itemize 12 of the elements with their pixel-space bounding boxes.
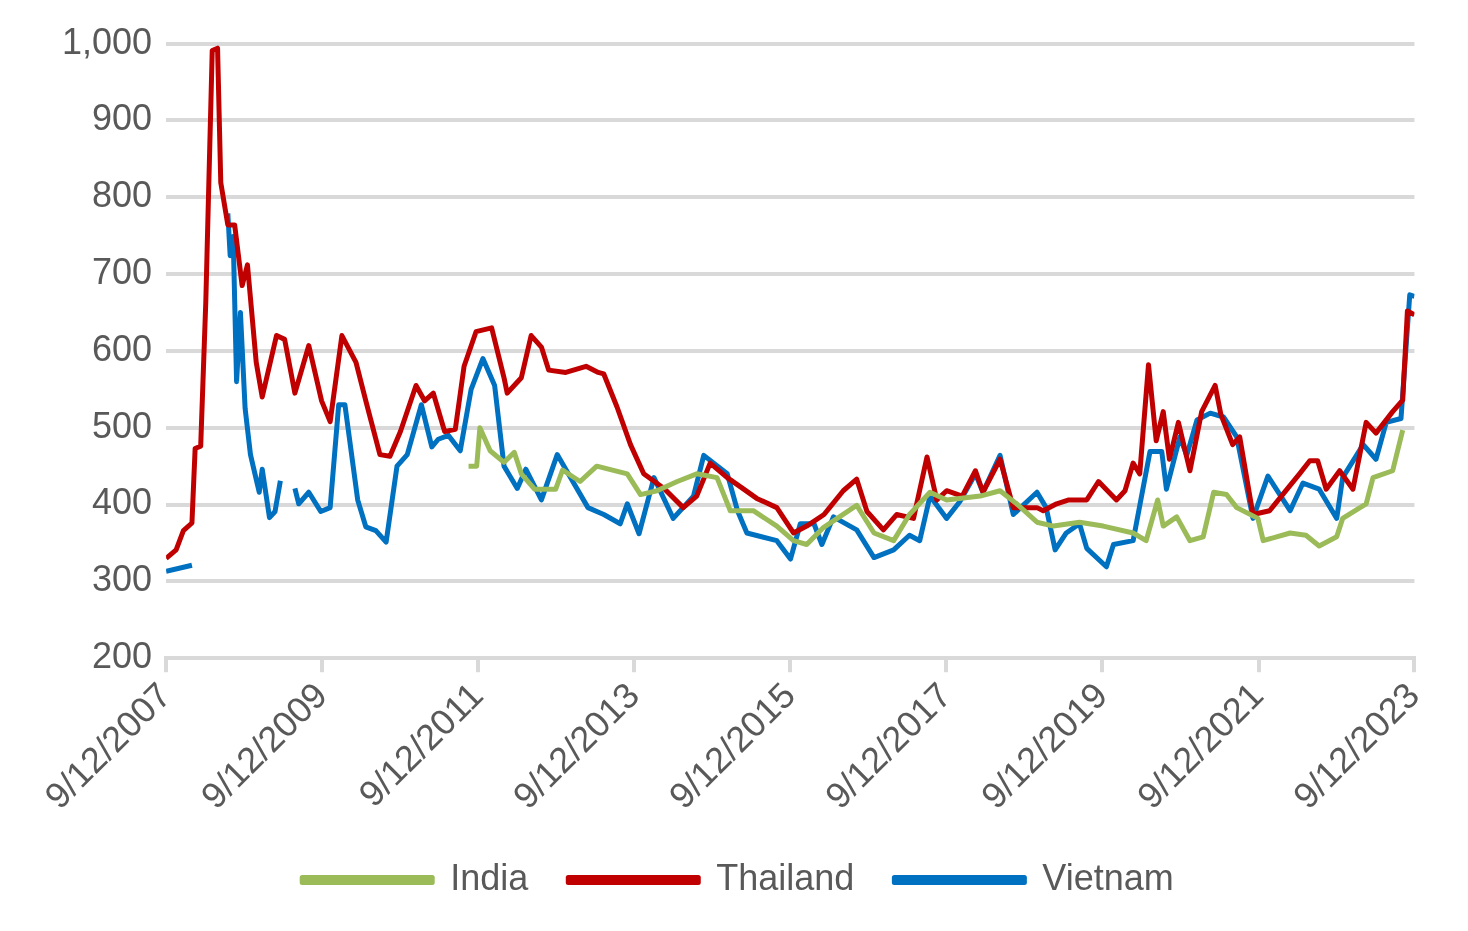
legend-label: India <box>450 856 530 898</box>
y-tick-label: 400 <box>92 481 153 523</box>
y-tick-label: 800 <box>92 174 153 216</box>
y-tick-label: 300 <box>92 558 153 600</box>
y-tick-label: 700 <box>92 251 153 292</box>
y-tick-label: 900 <box>92 97 153 139</box>
legend-label: Thailand <box>716 856 855 898</box>
y-tick-label: 1,000 <box>61 20 153 62</box>
y-tick-label: 600 <box>92 327 153 369</box>
y-tick-label: 200 <box>92 635 153 677</box>
y-tick-label: 500 <box>92 404 153 446</box>
legend-label: Vietnam <box>1042 856 1174 898</box>
